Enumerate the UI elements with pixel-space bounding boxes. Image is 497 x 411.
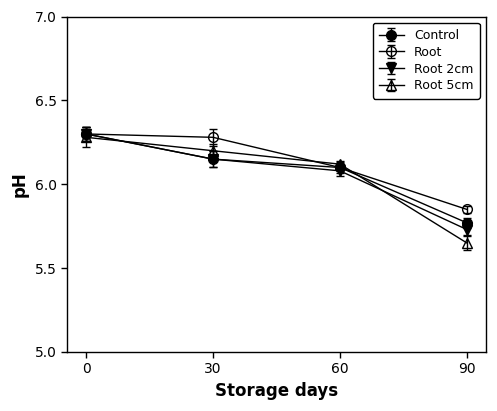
X-axis label: Storage days: Storage days: [215, 382, 338, 400]
Legend: Control, Root, Root 2cm, Root 5cm: Control, Root, Root 2cm, Root 5cm: [373, 23, 480, 99]
Y-axis label: pH: pH: [11, 171, 29, 197]
